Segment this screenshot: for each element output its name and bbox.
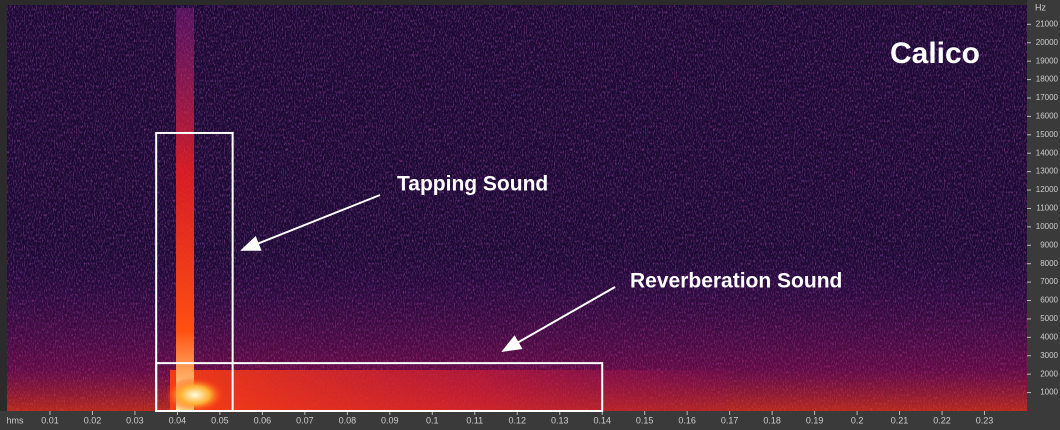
y-tick-label: 3000 bbox=[1040, 351, 1058, 360]
y-tick-label: 2000 bbox=[1040, 369, 1058, 378]
annotation: Tapping Sound bbox=[397, 173, 548, 196]
y-tick-label: 17000 bbox=[1036, 93, 1059, 102]
y-tick-label: 1000 bbox=[1040, 388, 1058, 397]
x-tick-label: 0.22 bbox=[933, 415, 951, 425]
y-tick-label: 21000 bbox=[1036, 19, 1059, 28]
x-tick-label: 0.02 bbox=[84, 415, 102, 425]
y-tick-label: 19000 bbox=[1036, 56, 1059, 65]
x-tick-label: 0.09 bbox=[381, 415, 399, 425]
x-axis-label: hms bbox=[6, 415, 24, 425]
y-tick-label: 7000 bbox=[1040, 277, 1058, 286]
y-tick-label: 12000 bbox=[1036, 185, 1059, 194]
x-tick-label: 0.18 bbox=[763, 415, 781, 425]
chart: hms Hz Calico Tapping Sound Reverberatio… bbox=[0, 0, 1060, 430]
y-tick-label: 15000 bbox=[1036, 130, 1059, 139]
spectrogram-peak bbox=[165, 377, 225, 413]
y-tick-label: 20000 bbox=[1036, 38, 1059, 47]
x-tick-label: 0.13 bbox=[551, 415, 569, 425]
y-tick-label: 13000 bbox=[1036, 167, 1059, 176]
x-tick-label: 0.19 bbox=[806, 415, 824, 425]
y-tick-label: 16000 bbox=[1036, 112, 1059, 121]
y-tick-label: 14000 bbox=[1036, 148, 1059, 157]
x-tick-label: 0.05 bbox=[211, 415, 229, 425]
x-tick-label: 0.06 bbox=[254, 415, 272, 425]
x-tick-label: 0.12 bbox=[508, 415, 526, 425]
annotation: Reverberation Sound bbox=[630, 270, 842, 293]
x-tick-label: 0.21 bbox=[891, 415, 909, 425]
x-tick-label: 0.03 bbox=[126, 415, 144, 425]
y-tick-label: 18000 bbox=[1036, 75, 1059, 84]
y-tick-label: 10000 bbox=[1036, 222, 1059, 231]
spectrogram-tail bbox=[170, 370, 730, 411]
spectrogram-column bbox=[176, 8, 194, 411]
y-tick-label: 8000 bbox=[1040, 259, 1058, 268]
y-tick-label: 11000 bbox=[1036, 204, 1058, 213]
y-tick-label: 9000 bbox=[1040, 240, 1058, 249]
y-tick-label: 4000 bbox=[1040, 332, 1058, 341]
x-tick-label: 0.2 bbox=[851, 415, 864, 425]
x-tick-label: 0.17 bbox=[721, 415, 739, 425]
x-tick-label: 0.04 bbox=[169, 415, 187, 425]
x-tick-label: 0.14 bbox=[593, 415, 611, 425]
x-tick-label: 0.1 bbox=[426, 415, 439, 425]
chart-title: Calico bbox=[890, 37, 980, 70]
x-tick-label: 0.08 bbox=[339, 415, 357, 425]
x-tick-label: 0.16 bbox=[678, 415, 696, 425]
x-tick-label: 0.15 bbox=[636, 415, 654, 425]
y-axis-label: Hz bbox=[1035, 2, 1046, 12]
x-tick-label: 0.23 bbox=[976, 415, 994, 425]
x-tick-label: 0.07 bbox=[296, 415, 314, 425]
y-tick-label: 5000 bbox=[1040, 314, 1058, 323]
x-tick-label: 0.11 bbox=[466, 415, 483, 425]
y-tick-label: 6000 bbox=[1040, 296, 1058, 305]
x-tick-label: 0.01 bbox=[41, 415, 59, 425]
